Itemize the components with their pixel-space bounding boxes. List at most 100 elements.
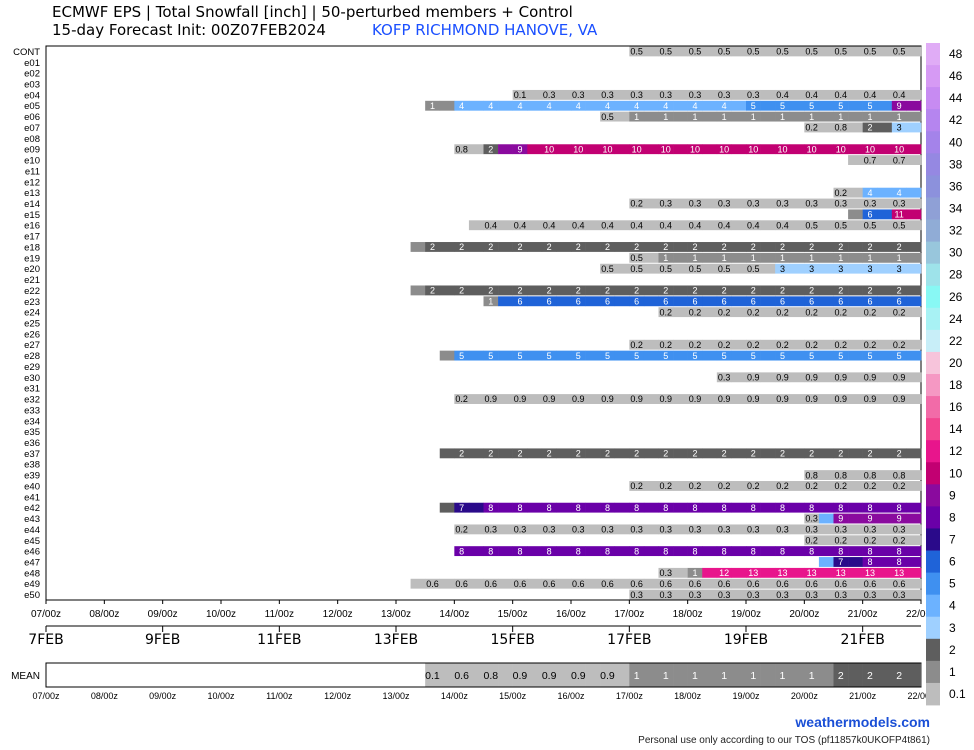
- snow-cell: [731, 296, 747, 307]
- snow-cell: [891, 263, 907, 274]
- cell-value-label: 0.4: [601, 220, 614, 230]
- snow-cell: [775, 372, 791, 383]
- snow-cell: [498, 448, 513, 459]
- snow-cell: [702, 394, 718, 404]
- cell-value-label: 8: [488, 503, 493, 513]
- snow-cell: [498, 394, 513, 404]
- cell-value-label: 2: [780, 242, 785, 252]
- snow-cell: [687, 144, 703, 155]
- cell-value-label: 0.3: [835, 525, 848, 535]
- snow-cell: [760, 198, 776, 209]
- snow-cell: [877, 198, 893, 209]
- mean-cell: [716, 663, 732, 687]
- x-tick-label: 13/00z: [381, 609, 411, 620]
- snow-cell: [775, 394, 791, 404]
- snow-cell: [498, 350, 513, 361]
- cell-value-label: 0.5: [689, 264, 702, 274]
- snow-cell: [746, 481, 761, 491]
- member-label: e44: [24, 525, 40, 536]
- cell-value-label: 0.4: [572, 220, 585, 230]
- colorbar-swatch: [926, 550, 940, 573]
- snow-cell: [498, 285, 513, 296]
- snow-cell: [643, 578, 659, 589]
- snow-cell: [789, 263, 805, 274]
- snow-cell: [906, 339, 922, 350]
- cell-value-label: 6: [838, 296, 843, 306]
- snow-cell: [906, 187, 922, 198]
- snow-cell: [760, 296, 776, 307]
- snow-cell: [658, 100, 674, 111]
- cell-value-label: 0.3: [689, 199, 702, 209]
- mean-value-label: 0.9: [542, 670, 557, 682]
- cell-value-label: 6: [751, 296, 756, 306]
- location-label: KOFP RICHMOND HANOVE, VA: [372, 21, 598, 39]
- mean-cell: [454, 663, 470, 687]
- snow-cell: [833, 502, 849, 513]
- colorbar-label: 38: [949, 157, 963, 171]
- snow-cell: [789, 89, 805, 100]
- cell-value-label: 0.2: [776, 340, 789, 350]
- colorbar-label: 44: [949, 91, 963, 105]
- snow-cell: [818, 546, 834, 557]
- snow-cell: [687, 589, 703, 600]
- cell-value-label: 8: [634, 503, 639, 513]
- colorbar-swatch: [926, 528, 940, 551]
- snow-cell: [789, 220, 805, 231]
- cell-value-label: 5: [634, 351, 639, 361]
- cell-value-label: 0.5: [601, 264, 614, 274]
- cell-value-label: 0.5: [864, 220, 877, 230]
- cell-value-label: 2: [722, 286, 727, 296]
- snow-cell: [789, 394, 805, 404]
- snow-cell: [906, 198, 922, 209]
- snow-cell: [789, 285, 805, 296]
- snow-cell: [614, 285, 630, 296]
- snow-cell: [775, 350, 791, 361]
- snow-cell: [658, 307, 674, 318]
- snow-cell: [512, 350, 528, 361]
- cell-value-label: 8: [780, 546, 785, 556]
- snow-cell: [643, 350, 659, 361]
- cell-value-label: 0.3: [747, 590, 760, 600]
- snow-cell: [468, 242, 484, 252]
- snow-cell: [877, 46, 893, 57]
- snow-cell: [541, 89, 557, 100]
- cell-value-label: 0.9: [660, 394, 673, 404]
- snow-cell: [512, 524, 528, 535]
- snow-cell: [571, 144, 586, 155]
- snow-cell: [877, 350, 893, 361]
- snow-cell: [848, 578, 863, 589]
- x-tick-label: 12/00z: [323, 609, 353, 620]
- snow-cell: [833, 339, 849, 350]
- snow-cell: [687, 307, 703, 318]
- snow-cell: [629, 394, 645, 404]
- snow-cell: [891, 122, 907, 133]
- brand-label[interactable]: weathermodels.com: [795, 714, 930, 730]
- snow-cell: [512, 220, 528, 231]
- snow-cell: [498, 242, 513, 252]
- snow-cell: [468, 394, 484, 404]
- snow-cell: [891, 187, 907, 198]
- snow-cell: [512, 502, 528, 513]
- snow-cell: [702, 307, 718, 318]
- cell-value-label: 0.8: [805, 470, 818, 480]
- mean-cell: [818, 663, 834, 687]
- snow-cell: [804, 122, 820, 133]
- snow-cell: [746, 350, 761, 361]
- snow-cell: [498, 546, 513, 557]
- cell-value-label: 8: [867, 557, 872, 567]
- snow-cell: [833, 144, 849, 155]
- cell-value-label: 0.2: [630, 340, 643, 350]
- cell-value-label: 6: [605, 296, 610, 306]
- cell-value-label: 0.9: [864, 373, 877, 383]
- snow-cell: [833, 372, 849, 383]
- cell-value-label: 0.9: [747, 394, 760, 404]
- snow-cell: [585, 220, 601, 231]
- cell-value-label: 0.2: [660, 340, 673, 350]
- mean-x-tick-label: 20/00z: [791, 691, 819, 701]
- cell-value-label: 2: [634, 286, 639, 296]
- colorbar-label: 22: [949, 334, 963, 348]
- snow-cell: [877, 220, 893, 231]
- colorbar-label: 14: [949, 422, 963, 436]
- mean-cell: [862, 663, 878, 687]
- cell-value-label: 8: [605, 546, 610, 556]
